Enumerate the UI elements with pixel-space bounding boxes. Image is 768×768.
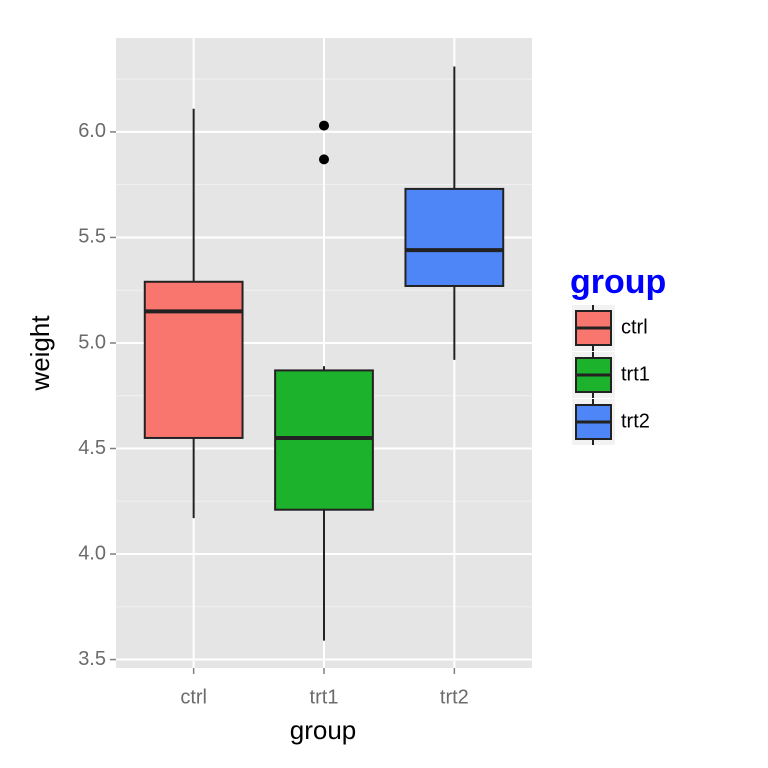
y-tick-label: 4.0 [78,542,106,564]
box [274,369,374,511]
outlier [319,120,329,131]
y-tick-label: 5.5 [78,226,106,248]
legend-title: group [570,263,666,301]
outlier [319,154,329,165]
box [404,187,505,287]
y-tick-label: 3.5 [78,648,106,670]
y-tick-label: 4.5 [78,437,106,459]
x-axis-title: group [290,715,357,745]
x-tick-label: ctrl [180,686,207,708]
legend-label: trt2 [621,410,650,432]
legend-label: trt1 [621,363,650,385]
legend-label: ctrl [621,316,648,338]
box [143,280,244,439]
x-tick-label: trt1 [310,686,339,708]
y-tick-label: 6.0 [78,120,106,142]
x-tick-label: trt2 [440,686,469,708]
y-axis-title: weight [25,315,55,392]
y-tick-label: 5.0 [78,331,106,353]
